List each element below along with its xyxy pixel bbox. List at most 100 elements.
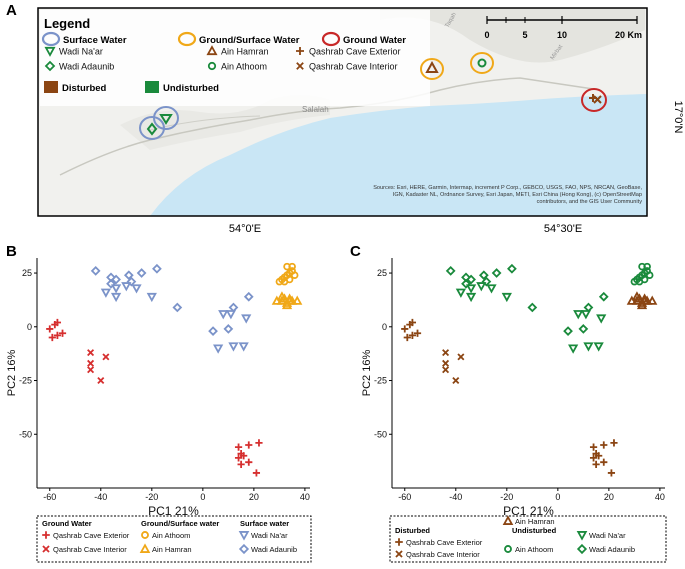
data-point (408, 318, 417, 327)
data-point (457, 353, 465, 361)
panel-b-letter: B (6, 243, 17, 260)
pca-plot-b: -60 -40 -20 0 20 40 -50 -25 0 25 PC1 21% PC2 16% (6, 258, 310, 518)
scale-bar: 0 5 10 20 Km (484, 16, 642, 40)
data-point (58, 329, 67, 337)
data-point (491, 268, 502, 278)
legend-ground-water: Ground Water (343, 35, 406, 46)
data-point (238, 342, 249, 352)
data-point (240, 452, 248, 460)
x-tick-label: 40 (655, 492, 665, 502)
data-point (592, 460, 600, 468)
map-legend: Legend Surface Water Ground/Surface Wate… (40, 10, 430, 106)
legend-c-label: Wadi Adaunib (589, 545, 635, 554)
legend-b: Ground Water Ground/Surface water Surfac… (36, 515, 312, 563)
x-tick-label: 0 (555, 492, 560, 502)
legend-b-label: Qashrab Cave Exterior (53, 531, 130, 540)
legend-b-label: Wadi Adaunib (251, 545, 297, 554)
data-point (445, 266, 456, 276)
legend-b-symbol (141, 531, 149, 539)
legend-c: Disturbed Undisturbed Ain Hamran Qashrab … (389, 515, 667, 563)
ain-athoom-marker-icon (477, 58, 487, 68)
map-sites (139, 52, 607, 140)
data-point (281, 299, 293, 310)
data-point (600, 458, 608, 466)
series-qashrab-cave-interior (87, 349, 110, 385)
data-point (583, 302, 594, 313)
legend-c-box (389, 515, 667, 563)
legend-b-symbol (238, 543, 250, 555)
series-wadi-na-ar (455, 282, 607, 354)
legend-b-header-ground-surface: Ground/Surface water (141, 519, 219, 528)
data-point (595, 452, 603, 460)
data-point (252, 469, 261, 477)
data-point (87, 366, 95, 374)
data-point (593, 342, 604, 352)
data-point (583, 342, 594, 352)
data-point (292, 295, 303, 305)
data-point (634, 293, 645, 303)
y-tick-label: 0 (27, 322, 32, 332)
data-point (527, 302, 538, 313)
legend-surface-water: Surface Water (63, 35, 127, 46)
y-tick-label: -50 (374, 429, 387, 439)
data-point (645, 271, 654, 279)
data-point (573, 310, 584, 320)
data-point (455, 288, 467, 298)
scale-tick-5: 5 (522, 30, 527, 40)
legend-b-symbol (238, 531, 250, 541)
data-point (501, 292, 512, 303)
data-point (636, 299, 648, 310)
scale-tick-10: 10 (557, 30, 567, 40)
data-point (110, 292, 122, 303)
map-legend-label: Wadi Na'ar (59, 47, 103, 57)
data-point (461, 278, 471, 289)
data-point (87, 349, 95, 357)
y-tick-label: 0 (382, 322, 387, 332)
wadi-adaunib-marker-icon (146, 122, 158, 136)
map-legend-title: Legend (44, 16, 90, 31)
map-legend-symbol-ain-hamran (206, 45, 218, 56)
data-point (106, 278, 116, 289)
data-point (100, 288, 112, 298)
legend-b-label: Qashrab Cave Interior (53, 545, 127, 554)
data-point (640, 275, 649, 284)
x-tick-label: -60 (43, 492, 56, 502)
data-point (290, 271, 299, 279)
data-point (234, 454, 243, 462)
data-point (589, 443, 598, 451)
ground-water-ring-icon (321, 31, 341, 47)
legend-c-symbol (395, 538, 403, 546)
data-point (465, 292, 477, 303)
x-tick-label: -40 (94, 492, 107, 502)
legend-c-symbol (395, 550, 403, 558)
data-point (442, 349, 450, 357)
data-point (102, 353, 110, 361)
data-point (626, 295, 637, 305)
data-point (461, 272, 471, 283)
data-point (53, 318, 62, 327)
data-point (413, 329, 422, 337)
x-tick-label: 40 (300, 492, 310, 502)
data-point (285, 275, 294, 284)
map-legend-symbol-qashrab-cave-exterior (296, 47, 304, 55)
legend-c-symbol (576, 531, 588, 541)
data-point (87, 359, 95, 367)
undisturbed-swatch (145, 81, 159, 93)
legend-b-header-surface: Surface water (240, 519, 289, 528)
data-point (452, 377, 460, 385)
legend-c-symbol (502, 515, 514, 525)
ain-hamran-marker-icon (425, 60, 439, 73)
data-point (647, 295, 658, 305)
data-point (234, 443, 243, 451)
map-legend-label: Qashrab Cave Exterior (309, 47, 401, 57)
data-point (53, 331, 62, 339)
legend-b-label: Wadi Na'ar (251, 531, 288, 540)
legend-c-header-disturbed: Disturbed (395, 526, 430, 535)
data-point (279, 293, 290, 303)
data-point (126, 276, 137, 287)
x-tick-label: -20 (145, 492, 158, 502)
data-point (607, 469, 616, 477)
data-point (223, 324, 234, 334)
data-point (478, 270, 489, 281)
data-point (131, 284, 142, 294)
